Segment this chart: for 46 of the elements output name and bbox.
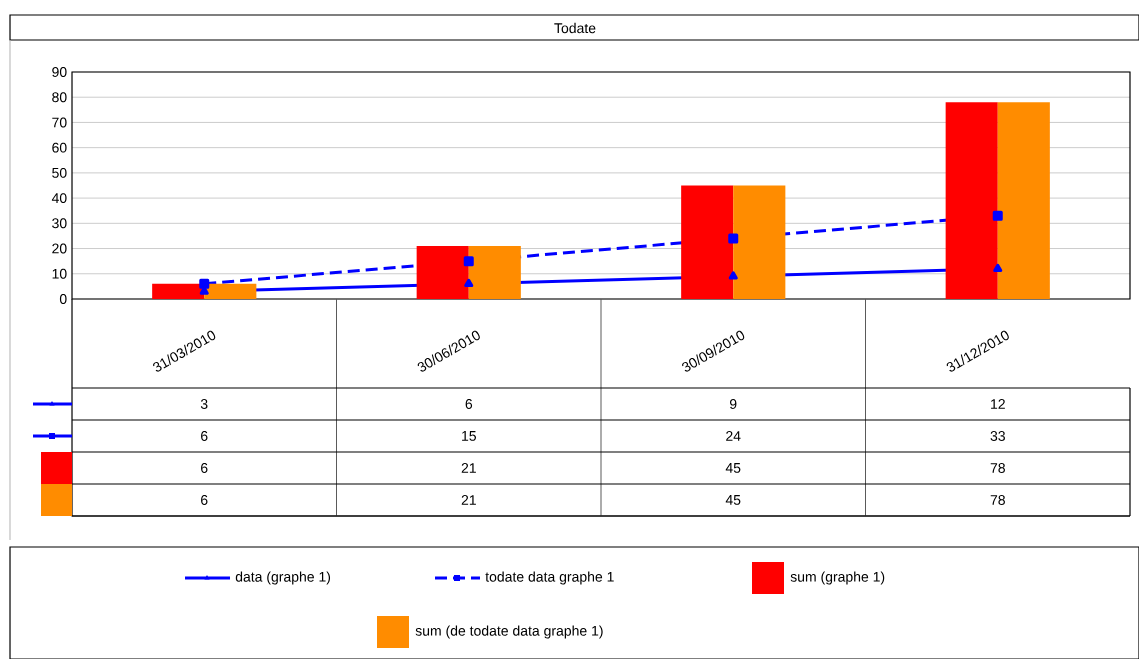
bar [204,283,257,299]
chart-title: Todate [554,22,596,34]
y-tick-label: 60 [52,142,67,153]
data-label: 78 [990,463,1005,473]
data-label: 6 [201,431,208,441]
data-label: 78 [990,495,1005,505]
point [728,271,738,280]
data-label: 6 [465,399,473,409]
point [199,278,210,289]
data-label: 3 [200,399,208,409]
y-tick-label: 80 [52,92,67,103]
bar [945,102,998,299]
legend-label: sum (graphe 1) [790,571,885,585]
bar [733,185,786,299]
point [992,210,1003,221]
data-label: 6 [201,463,208,473]
data-label: 45 [725,495,741,505]
y-tick-label: 0 [59,294,67,304]
y-tick-label: 70 [52,117,67,128]
y-tick-label: 50 [52,167,67,178]
bar [152,283,205,299]
y-tick-label: 20 [52,243,67,254]
y-tick-label: 10 [52,268,67,279]
point [993,263,1003,272]
y-tick-label: 30 [52,218,67,229]
y-tick-label: 90 [52,67,67,77]
data-label: 45 [725,463,741,473]
point [728,233,739,244]
data-label: 33 [990,431,1005,441]
bar [468,246,521,299]
bar [416,246,469,299]
legend-label: todate data graphe 1 [485,571,614,585]
data-label: 21 [461,463,476,473]
bar [681,185,734,299]
bar [997,102,1050,299]
data-label: 15 [462,431,477,441]
legend-label: data (graphe 1) [235,571,331,585]
point [463,256,474,267]
legend-label: sum (de todate data graphe 1) [415,625,603,639]
y-tick-label: 40 [51,193,67,204]
data-label: 12 [991,399,1005,409]
data-label: 24 [726,431,741,441]
point [464,278,474,288]
data-label: 9 [729,399,737,409]
data-label: 21 [461,495,476,505]
data-label: 6 [201,495,208,505]
